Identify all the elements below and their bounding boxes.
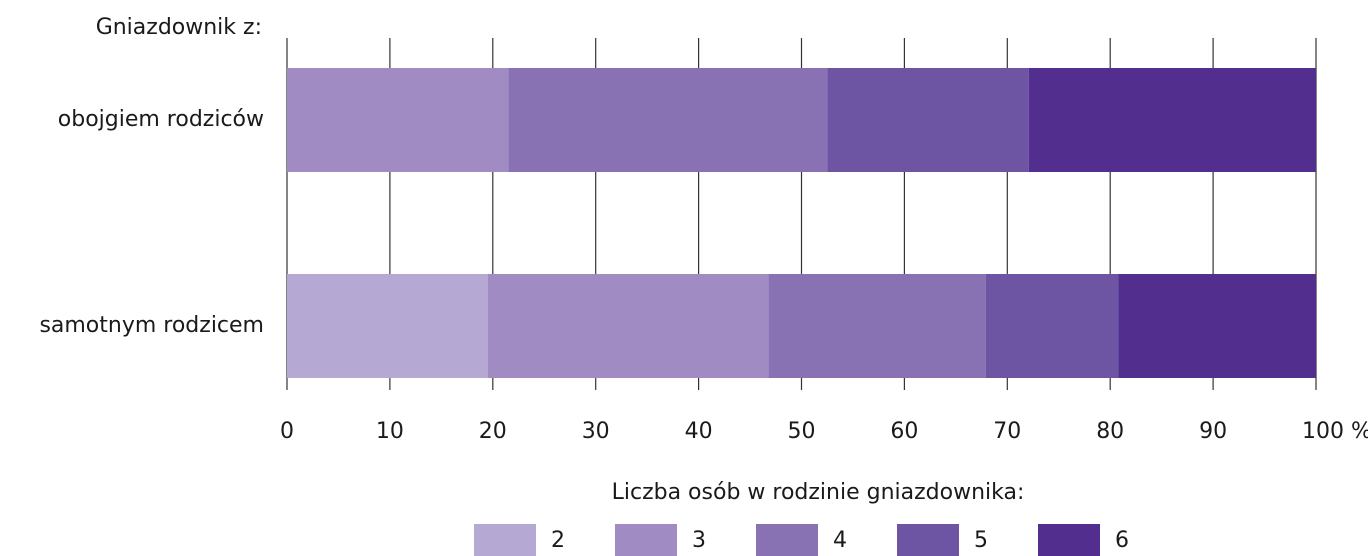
legend-label: 6	[1115, 528, 1129, 553]
bar-segment	[487, 274, 769, 378]
legend-swatch	[756, 524, 818, 556]
legend-label: 5	[974, 528, 988, 553]
legend-swatch	[1038, 524, 1100, 556]
x-tick-label: 40	[685, 419, 713, 444]
x-tick-label: 10	[376, 419, 404, 444]
x-tick-label: 100 %	[1302, 419, 1368, 444]
bar-segment	[827, 68, 1029, 172]
x-tick-label: 90	[1199, 419, 1227, 444]
x-tick-label: 50	[788, 419, 816, 444]
bar-segment	[287, 68, 509, 172]
bar-segment	[1118, 274, 1316, 378]
x-tick-label: 20	[479, 419, 507, 444]
axis-title: Gniazdownik z:	[96, 15, 262, 40]
bar-segment	[287, 274, 488, 378]
bar-segment	[1028, 68, 1316, 172]
bar-segment	[508, 68, 828, 172]
x-tick-label: 60	[890, 419, 918, 444]
bar-segment	[768, 274, 986, 378]
y-tick-label: samotnym rodzicem	[39, 313, 264, 338]
y-tick-label: obojgiem rodziców	[58, 107, 264, 132]
legend-swatch	[615, 524, 677, 556]
legend-label: 3	[692, 528, 706, 553]
legend-swatch	[474, 524, 536, 556]
bar-segment	[985, 274, 1119, 378]
legend-swatch	[897, 524, 959, 556]
legend-label: 4	[833, 528, 847, 553]
x-tick-label: 30	[582, 419, 610, 444]
x-tick-label: 70	[993, 419, 1021, 444]
legend-title: Liczba osób w rodzinie gniazdownika:	[612, 480, 1025, 505]
x-tick-label: 0	[280, 419, 294, 444]
x-tick-label: 80	[1096, 419, 1124, 444]
legend-label: 2	[551, 528, 565, 553]
